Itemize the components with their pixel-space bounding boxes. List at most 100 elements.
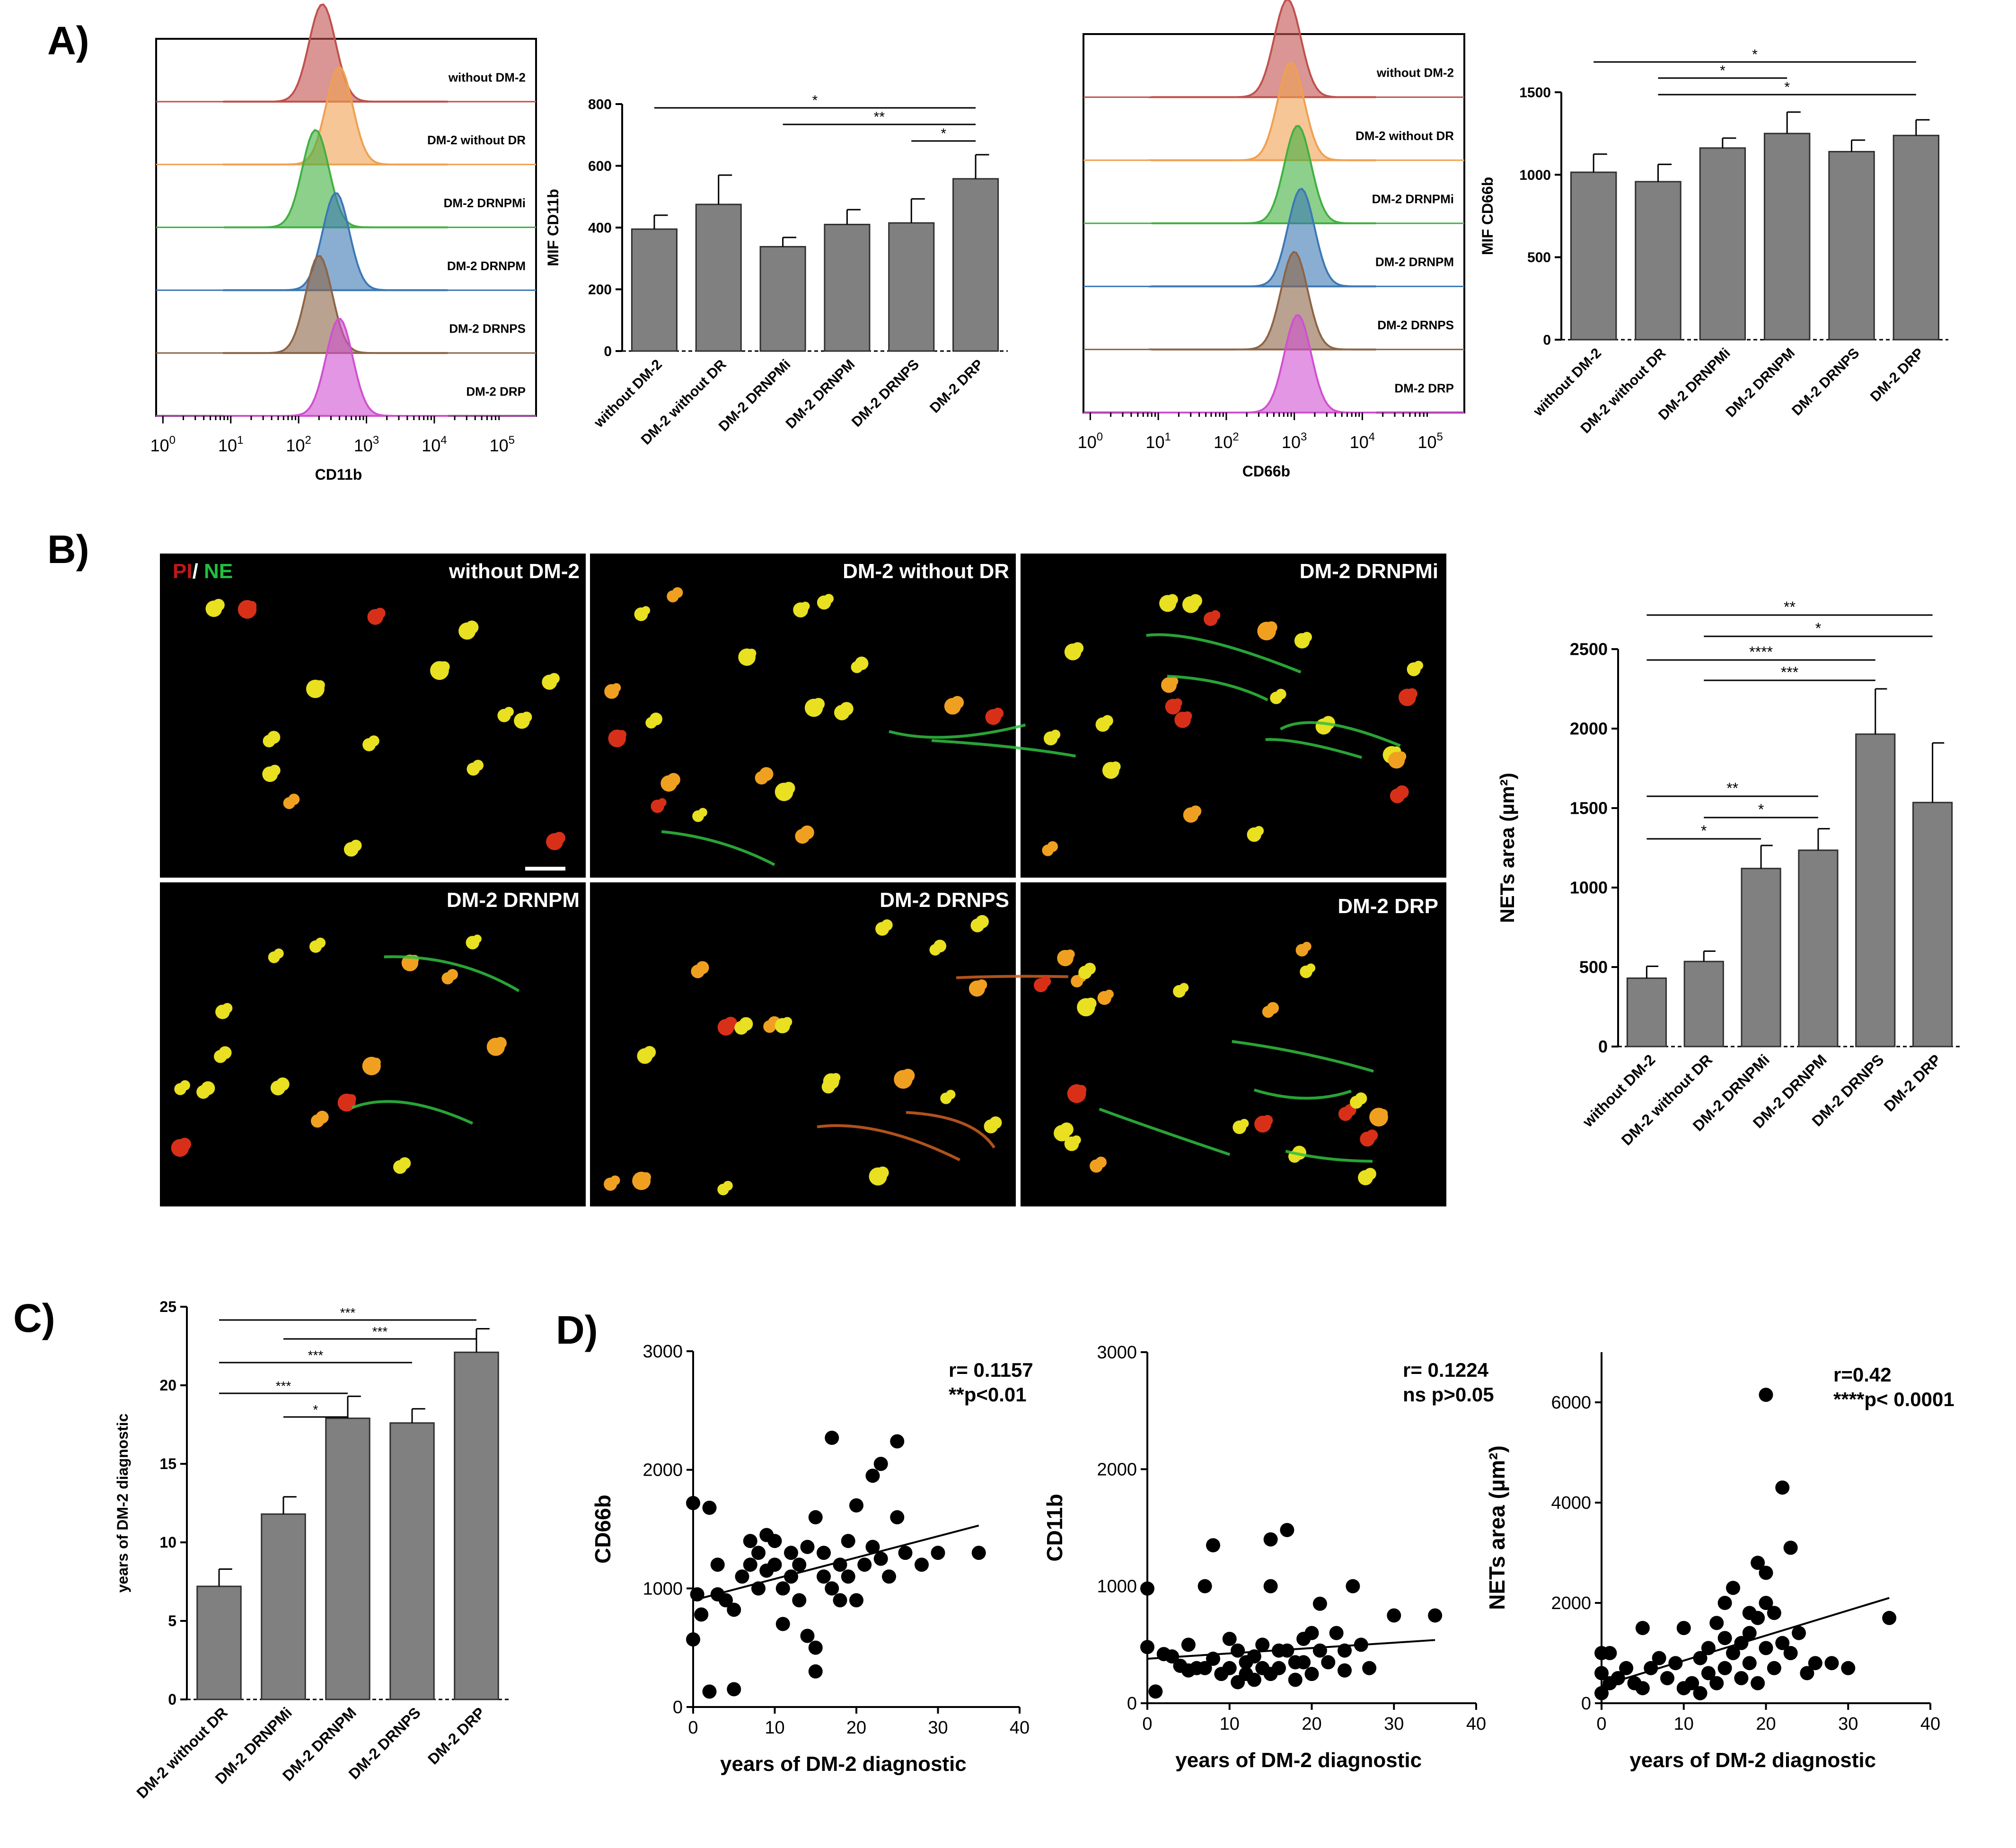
data-point [710, 1558, 725, 1572]
significance-stars: * [1784, 79, 1790, 95]
micrograph-tile-dm2-drnpmi: DM-2 DRNPMi [1021, 554, 1446, 878]
data-point [1701, 1666, 1716, 1681]
cell [269, 765, 281, 776]
data-point [931, 1546, 945, 1560]
significance-stars: * [1701, 822, 1707, 839]
bar [1893, 134, 1940, 341]
cell [1355, 1092, 1367, 1105]
cell [1047, 841, 1058, 852]
cell [247, 601, 257, 610]
y-tick-label: 0 [1598, 1037, 1608, 1056]
data-point [1882, 1610, 1897, 1625]
y-axis-label: CD66b [590, 1495, 615, 1564]
data-point [1783, 1540, 1798, 1555]
cell [901, 1069, 915, 1082]
bar [1635, 181, 1681, 341]
cell [465, 620, 479, 634]
scatter-cd11b: 0 10 20 30 40 0 1000 2000 3000 years of DM-2 diag… [1042, 1343, 1494, 1772]
net-strand [352, 1100, 474, 1125]
data-point [1222, 1661, 1237, 1675]
histogram-row-label: DM-2 DRNPS [449, 322, 526, 336]
micrograph-tile-without-dm2: without DM-2 PI/ NE [160, 554, 586, 878]
y-axis-label: CD11b [1042, 1494, 1067, 1561]
cell [1050, 730, 1061, 740]
cell [472, 759, 484, 771]
data-point [857, 1558, 872, 1572]
cell [1169, 677, 1179, 686]
cell [473, 934, 482, 943]
net-strand [384, 955, 520, 993]
cell [315, 680, 325, 690]
bar [1798, 849, 1839, 1047]
net-strand [906, 1111, 995, 1149]
histogram-row-label: DM-2 DRNPS [1377, 318, 1454, 332]
cell [976, 979, 987, 990]
data-point [1742, 1626, 1757, 1640]
histogram-row-label: DM-2 DRNPM [1375, 255, 1454, 269]
data-point [694, 1607, 709, 1622]
cell [739, 1017, 753, 1031]
data-point [767, 1534, 782, 1549]
histogram-row-label: DM-2 without DR [1356, 129, 1454, 143]
data-point [686, 1496, 700, 1510]
data-point [1594, 1666, 1609, 1681]
bar [454, 1351, 499, 1700]
cell [801, 601, 810, 611]
data-point [841, 1534, 855, 1549]
cell [178, 1137, 191, 1151]
y-tick-label: 2000 [1097, 1460, 1137, 1479]
data-point [833, 1593, 847, 1608]
y-axis-label: MIF CD11b [545, 189, 562, 266]
data-point [1767, 1661, 1781, 1675]
significance-stars: ** [1726, 780, 1738, 797]
significance-stars: *** [340, 1305, 356, 1320]
data-point [1717, 1596, 1732, 1610]
micrograph-image [160, 882, 586, 1206]
y-tick-label: 3000 [1097, 1343, 1137, 1363]
panel-label-d: D) [556, 1308, 598, 1352]
cell [782, 782, 795, 795]
net-strand [1253, 1088, 1352, 1100]
x-axis-label: years of DM-2 diagnostic [1175, 1749, 1422, 1772]
data-point [1140, 1640, 1154, 1654]
data-point [890, 1434, 905, 1449]
cell [1173, 698, 1182, 708]
cell [612, 683, 621, 693]
cell [696, 961, 709, 975]
data-point [1709, 1616, 1724, 1630]
data-point [1255, 1637, 1270, 1652]
significance-stars: * [1752, 47, 1758, 62]
data-point [808, 1640, 823, 1655]
bar [1741, 868, 1781, 1047]
cell [854, 656, 869, 670]
y-tick-label: 0 [1127, 1694, 1137, 1714]
x-tick-label: 102 [1214, 431, 1239, 452]
cell [494, 1037, 507, 1049]
x-tick-label: 0 [688, 1718, 698, 1738]
data-point [743, 1534, 757, 1549]
histogram-row-label: DM-2 DRP [1394, 381, 1454, 395]
cell [1188, 594, 1202, 607]
data-point [1619, 1661, 1634, 1675]
cell [1101, 715, 1113, 727]
data-point [1767, 1606, 1781, 1620]
micrograph-label: DM-2 DRNPM [447, 889, 580, 912]
y-tick-label: 5 [168, 1612, 176, 1629]
cell [641, 1172, 651, 1182]
cell [1040, 976, 1051, 987]
data-point [767, 1558, 782, 1572]
cell [316, 1110, 329, 1124]
data-point [1751, 1556, 1765, 1570]
micrograph-label: DM-2 DRNPS [880, 889, 1009, 912]
cell [1262, 1115, 1273, 1126]
y-tick-label: 1000 [1570, 878, 1608, 898]
x-tick-label: 30 [1384, 1714, 1404, 1734]
bar [1570, 171, 1617, 341]
trend-line [693, 1524, 979, 1602]
net-strand [661, 830, 775, 866]
micrograph-tile-dm2-drp: DM-2 DRP [1021, 882, 1446, 1206]
cell [374, 607, 386, 619]
bar [1828, 151, 1875, 341]
cell [439, 661, 450, 672]
data-point [890, 1510, 905, 1524]
